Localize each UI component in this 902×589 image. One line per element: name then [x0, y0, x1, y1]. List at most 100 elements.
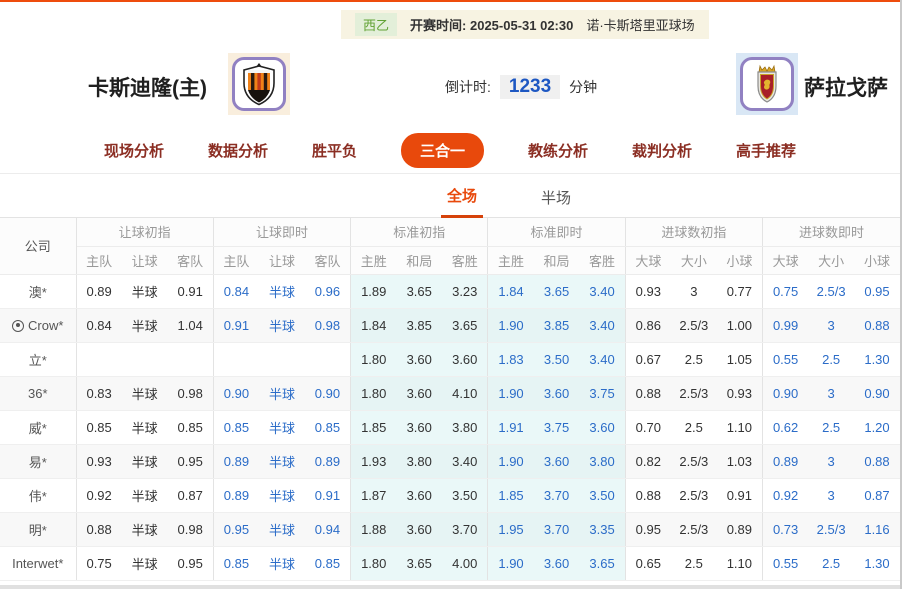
odds-cell: 0.95 [167, 444, 214, 479]
company-cell[interactable]: 澳* [0, 274, 77, 309]
odds-cell: 0.62 [761, 410, 809, 445]
odds-cell: 0.94 [304, 512, 351, 547]
odds-cell: 0.88 [75, 512, 122, 547]
odds-cell: 2.5/3 [808, 512, 855, 547]
odds-cell: 3.60 [396, 512, 443, 547]
odds-cell: 3.35 [579, 512, 626, 547]
odds-cell: 1.85 [350, 410, 397, 445]
odds-cell: 1.95 [487, 512, 534, 547]
odds-cell: 0.98 [167, 512, 214, 547]
odds-cell: 3.70 [533, 478, 580, 513]
company-cell[interactable]: Interwet* [0, 546, 77, 581]
scope-tab-2[interactable]: 半场 [541, 190, 572, 207]
company-cell[interactable]: 立* [0, 342, 77, 377]
away-team-name: 萨拉戈萨 [804, 77, 888, 100]
odds-row: 易* 0.93 半球 0.95 0.89 半球 0.89 1.93 3.80 3.40 1.90 3.… [0, 444, 900, 479]
company-cell[interactable]: 威* [0, 410, 77, 445]
odds-cell: 0.96 [304, 274, 351, 309]
column-header: 客队 [304, 246, 351, 275]
odds-cell: 半球 [259, 512, 305, 547]
scope-tabs: 全场 半场 [0, 174, 900, 218]
odds-cell: 1.84 [350, 308, 397, 343]
odds-cell [75, 342, 122, 377]
kickoff-label: 开赛时间: [410, 18, 467, 33]
odds-cell: 1.30 [854, 342, 900, 377]
nav-tab-7[interactable]: 高手推荐 [736, 143, 797, 160]
odds-cell: 半球 [259, 444, 305, 479]
match-info-strip: 西乙 开赛时间: 2025-05-31 02:30 诺·卡斯塔里亚球场 [0, 2, 900, 45]
odds-cell [259, 342, 305, 377]
nav-tab-6[interactable]: 裁判分析 [632, 143, 693, 160]
odds-cell: 3.65 [442, 308, 488, 343]
odds-cell: 0.85 [75, 410, 122, 445]
odds-row: Interwet* 0.75 半球 0.95 0.85 半球 0.85 1.80 3.65 4.0… [0, 546, 900, 581]
home-team-badge [228, 53, 290, 115]
odds-cell: 1.90 [487, 308, 534, 343]
odds-cell: 0.89 [212, 478, 260, 513]
odds-cell: 3.65 [396, 546, 443, 581]
nav-tab-5[interactable]: 教练分析 [528, 143, 589, 160]
odds-cell: 0.90 [854, 376, 900, 411]
odds-cell: 半球 [259, 376, 305, 411]
odds-cell: 半球 [259, 274, 305, 309]
odds-cell: 3.60 [579, 410, 626, 445]
company-cell[interactable]: 36* [0, 376, 77, 411]
nav-tab-1[interactable]: 现场分析 [103, 143, 164, 160]
odds-cell: 0.90 [304, 376, 351, 411]
odds-cell: 3.40 [442, 444, 488, 479]
odds-cell: 0.85 [212, 410, 260, 445]
odds-cell: 1.89 [350, 274, 397, 309]
odds-row: 伟* 0.92 半球 0.87 0.89 半球 0.91 1.87 3.60 3.50 1.85 3.… [0, 478, 900, 513]
odds-row: 明* 0.88 半球 0.98 0.95 半球 0.94 1.88 3.60 3.70 1.95 3.… [0, 512, 900, 547]
odds-cell: 1.30 [854, 546, 900, 581]
column-header: 大球 [624, 246, 671, 275]
odds-cell: 1.04 [167, 308, 214, 343]
nav-tab-2[interactable]: 数据分析 [207, 143, 268, 160]
column-header: 和局 [533, 246, 580, 275]
odds-cell: 0.88 [624, 478, 671, 513]
match-info-bar: 西乙 开赛时间: 2025-05-31 02:30 诺·卡斯塔里亚球场 [341, 10, 709, 39]
odds-cell: 3 [670, 274, 717, 309]
odds-cell: 4.00 [442, 546, 488, 581]
odds-cell: 0.95 [854, 274, 900, 309]
odds-cell: 0.98 [304, 308, 351, 343]
odds-cell: 1.85 [487, 478, 534, 513]
odds-cell: 3.60 [396, 478, 443, 513]
odds-cell: 1.91 [487, 410, 534, 445]
odds-cell: 0.85 [304, 546, 351, 581]
odds-cell: 1.90 [487, 376, 534, 411]
company-cell[interactable]: 明* [0, 512, 77, 547]
scope-tab-1[interactable]: 全场 [440, 176, 483, 218]
odds-cell: 3 [808, 444, 855, 479]
odds-cell: 0.93 [624, 274, 671, 309]
odds-cell: 0.67 [624, 342, 671, 377]
odds-cell: 2.5 [808, 546, 855, 581]
odds-cell: 0.55 [761, 342, 809, 377]
odds-cell: 0.91 [716, 478, 763, 513]
column-header: 客胜 [442, 246, 488, 275]
odds-cell: 0.93 [75, 444, 122, 479]
odds-cell: 半球 [121, 512, 168, 547]
odds-cell: 3.60 [533, 546, 580, 581]
company-cell[interactable]: Crow* [0, 308, 77, 343]
nav-tab-4[interactable]: 三合一 [400, 133, 484, 168]
column-header: 小球 [716, 246, 763, 275]
odds-cell: 1.93 [350, 444, 397, 479]
odds-cell: 3.65 [579, 546, 626, 581]
odds-cell: 3.70 [442, 512, 488, 547]
column-header: 小球 [854, 246, 900, 275]
odds-cell: 0.73 [761, 512, 809, 547]
column-header: 客胜 [579, 246, 626, 275]
odds-cell: 0.84 [75, 308, 122, 343]
away-team-badge [736, 53, 798, 115]
nav-tab-3[interactable]: 胜平负 [311, 143, 357, 160]
top-accent-line [0, 0, 900, 2]
odds-cell: 1.10 [716, 410, 763, 445]
odds-cell: 0.86 [624, 308, 671, 343]
company-cell[interactable]: 易* [0, 444, 77, 479]
odds-cell: 3.40 [579, 308, 626, 343]
odds-cell: 0.95 [624, 512, 671, 547]
odds-cell: 半球 [259, 478, 305, 513]
company-cell[interactable]: 伟* [0, 478, 77, 513]
odds-cell: 3 [808, 308, 855, 343]
